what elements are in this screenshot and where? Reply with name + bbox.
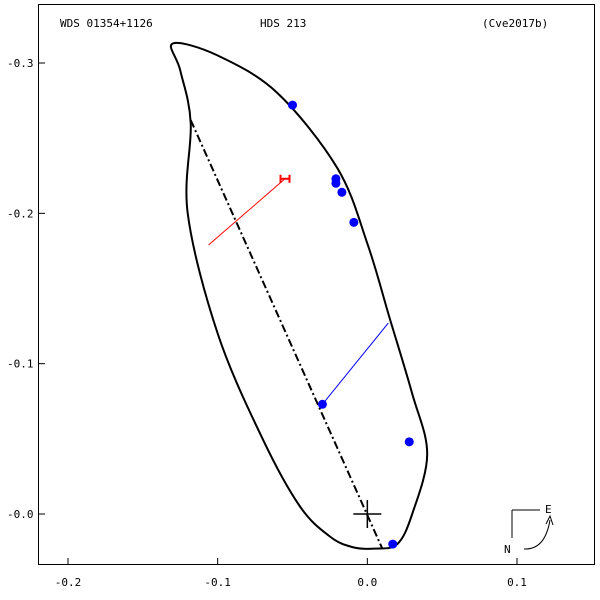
x-tick-label-2: 0.0 xyxy=(357,576,377,589)
observation-point-6 xyxy=(404,437,414,447)
y-tick-label-3: -0.0 xyxy=(7,508,34,521)
y-axis: -0.3 -0.2 -0.1 -0.0 xyxy=(7,57,45,521)
x-axis: -0.2 -0.1 0.0 0.1 xyxy=(55,558,527,589)
observation-point-2 xyxy=(331,178,341,188)
residual-line-0 xyxy=(322,322,389,405)
plot-frame xyxy=(38,4,595,565)
y-tick-label-1: -0.2 xyxy=(7,207,34,220)
residual-lines xyxy=(208,178,389,405)
compass-rotation-arrow xyxy=(523,519,551,550)
compass-east-label: E xyxy=(545,503,552,516)
primary-star-marker xyxy=(353,500,382,528)
header-center-label: HDS 213 xyxy=(260,17,306,30)
observation-point-3 xyxy=(337,187,347,197)
observation-point-5 xyxy=(317,399,327,409)
x-tick-label-3: 0.1 xyxy=(507,576,527,589)
observation-point-7 xyxy=(388,539,398,549)
residual-line-1 xyxy=(208,178,286,246)
header-right-label: (Cve2017b) xyxy=(482,17,548,30)
compass-arrowhead xyxy=(545,514,554,526)
compass-north-label: N xyxy=(504,543,511,556)
observation-points xyxy=(288,100,414,549)
observation-point-0 xyxy=(288,100,297,110)
compass-rose: E N xyxy=(504,503,554,556)
header-left-label: WDS 01354+1126 xyxy=(60,17,153,30)
y-tick-label-2: -0.1 xyxy=(7,358,34,371)
error-bar xyxy=(279,174,291,183)
observation-point-4 xyxy=(349,217,359,227)
x-tick-label-1: -0.1 xyxy=(204,576,231,589)
y-tick-label-0: -0.3 xyxy=(7,57,34,70)
line-of-nodes xyxy=(189,119,384,549)
x-tick-label-0: -0.2 xyxy=(55,576,82,589)
